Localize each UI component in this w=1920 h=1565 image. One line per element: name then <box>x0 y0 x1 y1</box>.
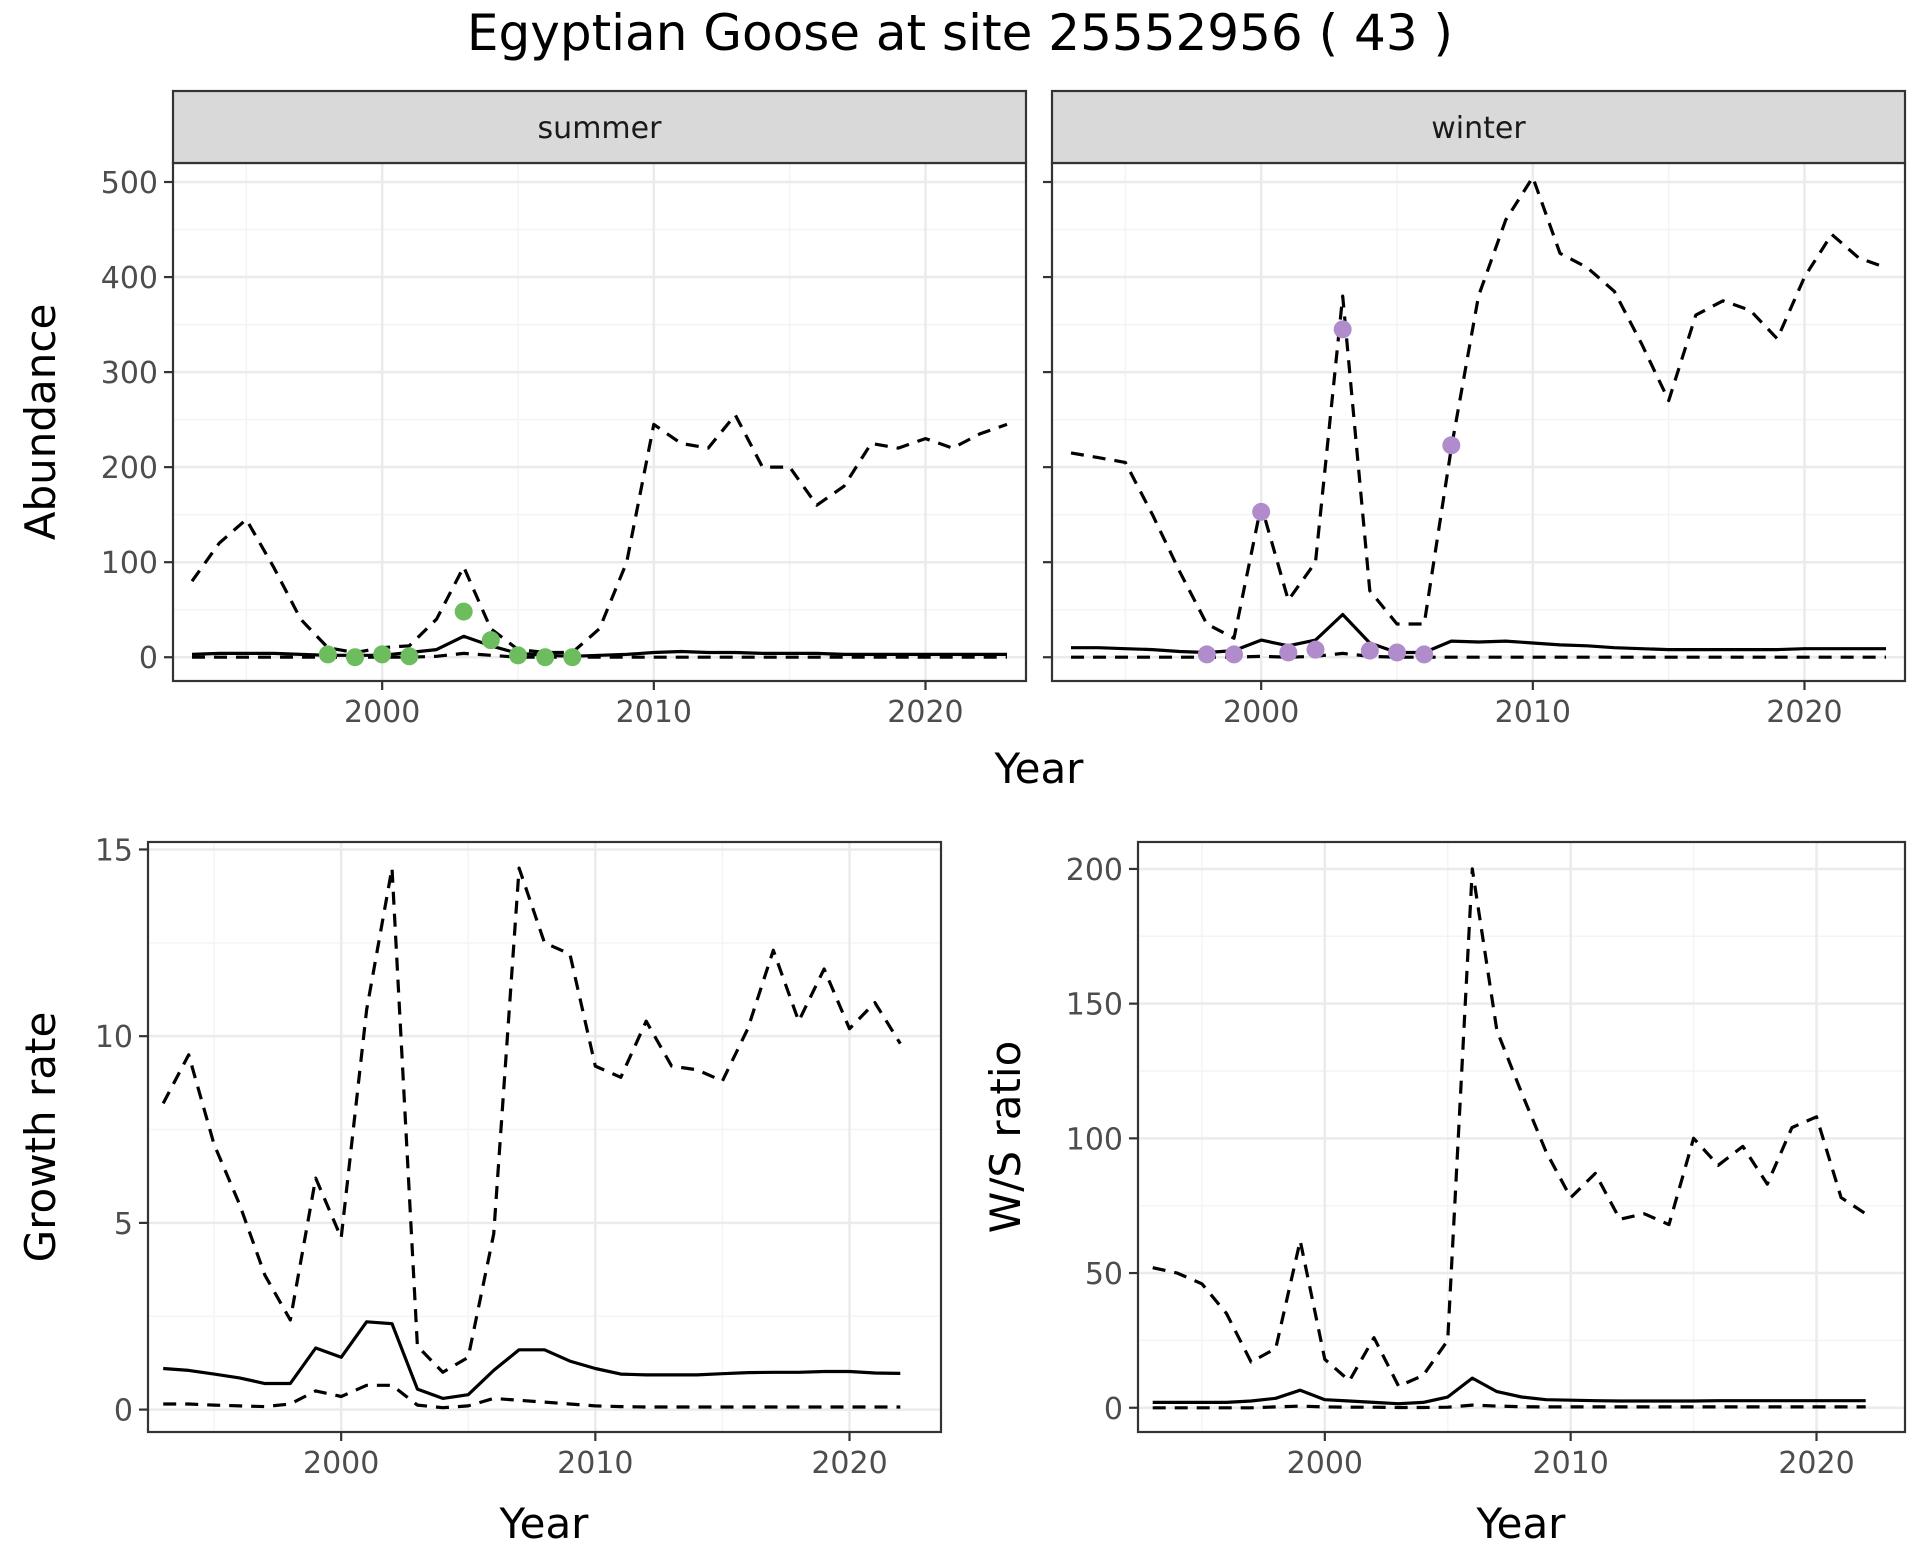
y-tick-label: 100 <box>1066 1122 1123 1157</box>
x-axis-title: Year <box>994 744 1085 793</box>
data-point <box>1279 643 1298 662</box>
panel-abundance-summer: summer 2000 2010 2020 0 100 200 300 400 500 <box>101 89 1028 730</box>
data-point <box>1306 640 1325 659</box>
x-tick-label: 2020 <box>1766 695 1842 730</box>
series-line-solid <box>1152 1376 1866 1406</box>
data-point <box>1252 502 1271 521</box>
y-tick-label: 400 <box>101 261 158 296</box>
data-point <box>1415 645 1434 664</box>
x-tick-label: 2020 <box>1778 1446 1854 1481</box>
series-line-dashed-lower <box>1152 1403 1866 1410</box>
y-tick-label: 0 <box>114 1394 133 1429</box>
data-point <box>536 648 555 667</box>
x-tick-label: 2000 <box>303 1446 379 1481</box>
data-point <box>509 646 528 665</box>
data-point <box>1333 320 1352 339</box>
x-tick-label: 2000 <box>1223 695 1299 730</box>
panel-abundance-winter: winter 2000 2010 2020 <box>1043 89 1907 730</box>
y-tick-label: 100 <box>101 546 158 581</box>
data-point <box>346 648 365 667</box>
y-tick-label: 0 <box>1104 1392 1123 1427</box>
y-axis-title: W/S ratio <box>981 1041 1030 1234</box>
panel-border <box>146 840 943 1434</box>
data-point <box>1442 436 1461 455</box>
series-line-dashed-lower <box>163 1383 901 1410</box>
data-point <box>1225 645 1244 664</box>
data-point <box>1360 641 1379 660</box>
data-point <box>481 631 500 650</box>
y-tick-label: 50 <box>1085 1257 1123 1292</box>
facet-strip-label: summer <box>538 111 663 146</box>
y-axis-title: Abundance <box>16 304 65 541</box>
series-line-solid <box>163 1320 901 1401</box>
panel-ratio: 2000 2010 2020 0 50 100 150 200 <box>1066 840 1907 1481</box>
y-tick-label: 5 <box>114 1207 133 1242</box>
data-point <box>1197 645 1216 664</box>
data-point <box>563 648 582 667</box>
chart-title: Egyptian Goose at site 25552956 ( 43 ) <box>467 4 1453 62</box>
data-point <box>454 602 473 621</box>
y-axis-title: Growth rate <box>16 1012 65 1263</box>
y-tick-label: 10 <box>95 1020 133 1055</box>
facet-strip <box>171 89 1028 165</box>
y-tick-label: 150 <box>1066 988 1123 1023</box>
data-point <box>400 647 419 666</box>
y-tick-label: 300 <box>101 356 158 391</box>
y-tick-label: 15 <box>95 833 133 868</box>
x-tick-label: 2020 <box>887 695 963 730</box>
y-tick-label: 200 <box>1066 853 1123 888</box>
series-line-dashed-upper <box>1152 867 1867 1388</box>
facet-strip-label: winter <box>1431 111 1526 146</box>
y-tick-label: 500 <box>101 166 158 201</box>
x-tick-label: 2010 <box>1495 695 1571 730</box>
data-point <box>1388 643 1407 662</box>
x-tick-label: 2010 <box>557 1446 633 1481</box>
panel-border <box>1136 840 1907 1434</box>
x-tick-label: 2010 <box>1532 1446 1608 1481</box>
x-tick-label: 2020 <box>811 1446 887 1481</box>
data-point <box>373 645 392 664</box>
y-tick-label: 200 <box>101 451 158 486</box>
panel-growth: 2000 2010 2020 0 5 10 15 <box>95 833 943 1481</box>
x-axis-title: Year <box>499 1499 590 1548</box>
data-point <box>318 645 337 664</box>
y-tick-label: 0 <box>139 641 158 676</box>
x-tick-label: 2010 <box>616 695 692 730</box>
x-tick-label: 2000 <box>1287 1446 1363 1481</box>
series-line-dashed-upper <box>161 866 902 1374</box>
x-axis-title: Year <box>1476 1499 1567 1548</box>
x-tick-label: 2000 <box>344 695 420 730</box>
facet-strip <box>1050 89 1907 165</box>
